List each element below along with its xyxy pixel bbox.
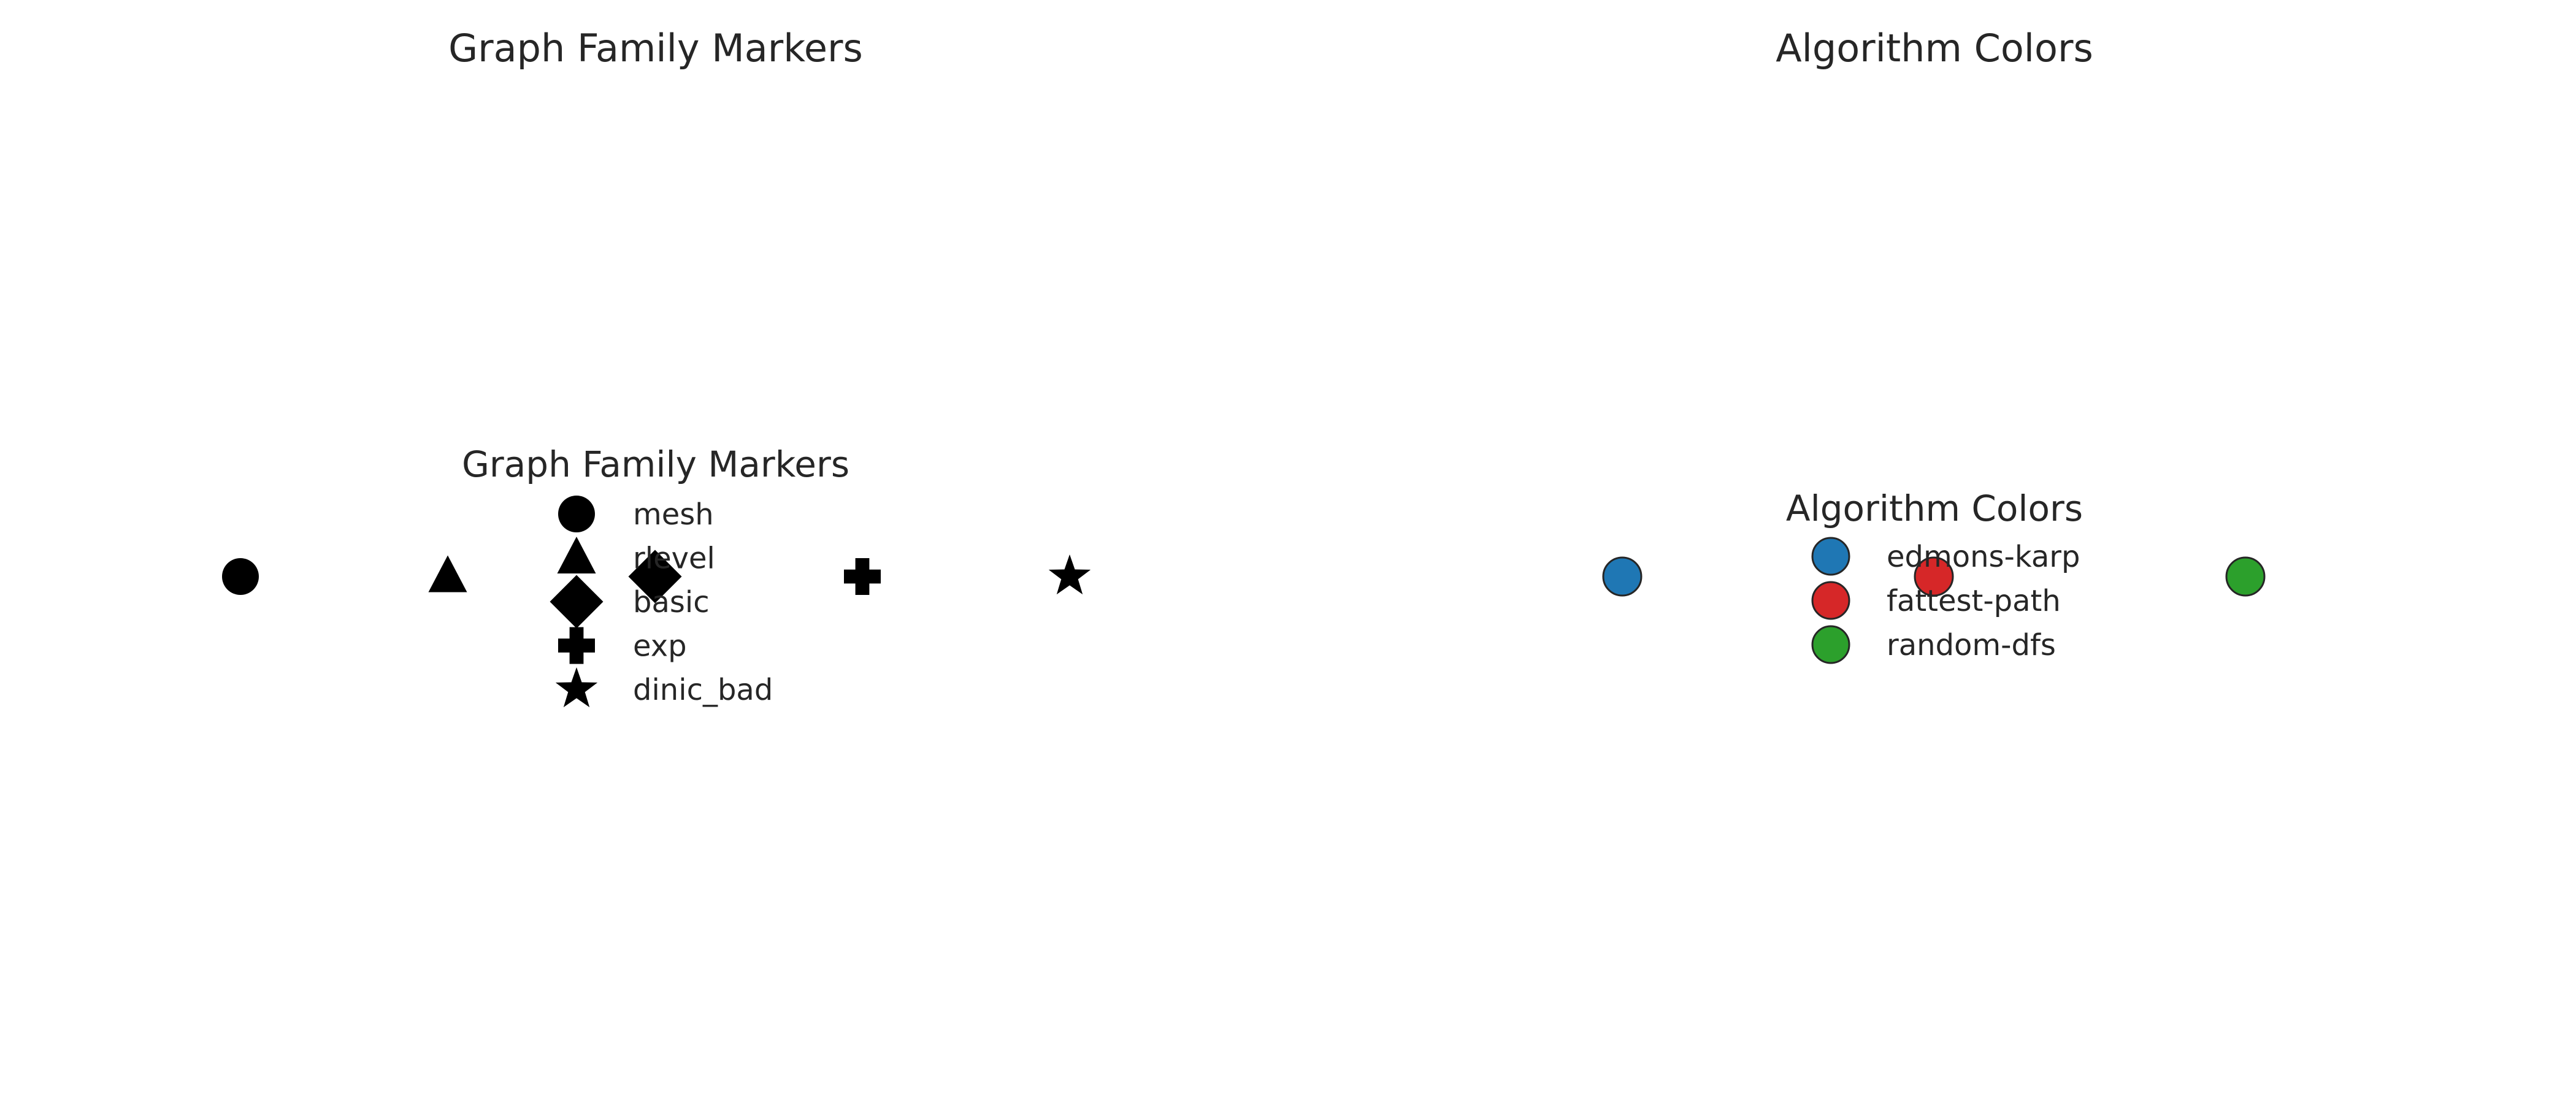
data-point-star-marker bbox=[1048, 554, 1091, 595]
legend-title-graph-family: Graph Family Markers bbox=[462, 443, 849, 485]
legend-triangle-icon bbox=[557, 537, 596, 573]
data-point-circle-marker bbox=[1914, 556, 1954, 597]
legend-label: rlevel bbox=[633, 542, 715, 576]
data-point-triangle-marker bbox=[428, 555, 467, 592]
legend-plus-icon bbox=[558, 627, 595, 664]
legend-entry: edmons-karp bbox=[1811, 537, 2080, 576]
legend-label: mesh bbox=[633, 497, 714, 532]
graph-family-markers-panel: Graph Family Markers Graph Family Marker… bbox=[222, 26, 1091, 708]
legend-entry: fattest-path bbox=[1811, 581, 2061, 620]
legend-algorithm-colors: Algorithm Colors edmons-karp fattest-path… bbox=[1786, 488, 2083, 664]
algorithm-colors-panel: Algorithm Colors Algorithm Colors edmons… bbox=[1602, 26, 2266, 664]
legend-circle-icon bbox=[1811, 581, 1850, 620]
legend-circle-icon bbox=[558, 496, 595, 532]
legend-circle-icon bbox=[1811, 537, 1850, 576]
legend-items-algorithm-colors: edmons-karp fattest-path random-dfs bbox=[1811, 537, 2080, 664]
legend-label: fattest-path bbox=[1887, 584, 2061, 618]
legend-entry: dinic_bad bbox=[555, 667, 773, 708]
legend-entry: random-dfs bbox=[1811, 625, 2056, 664]
legend-entry: exp bbox=[558, 627, 687, 664]
data-point-circle-marker bbox=[2225, 556, 2266, 597]
legend-label: basic bbox=[633, 585, 710, 619]
legend-label: edmons-karp bbox=[1887, 540, 2080, 574]
legend-entry: basic bbox=[550, 575, 710, 629]
legend-diamond-icon bbox=[550, 575, 604, 629]
legend-label: random-dfs bbox=[1887, 628, 2056, 662]
legend-circle-icon bbox=[1811, 625, 1850, 664]
legend-graph-family: Graph Family Markers mesh rlevel basic exp d… bbox=[462, 443, 849, 708]
data-point-circle-marker bbox=[1602, 556, 1643, 597]
legend-entry: rlevel bbox=[557, 537, 715, 576]
legend-entry: mesh bbox=[558, 496, 714, 532]
data-point-diamond-marker bbox=[628, 550, 682, 604]
plot-area-graph-family bbox=[222, 550, 1091, 604]
data-point-plus-marker bbox=[844, 558, 881, 595]
panel-title-graph-family-markers: Graph Family Markers bbox=[448, 26, 863, 71]
legend-label: exp bbox=[633, 629, 687, 664]
panel-title-algorithm-colors: Algorithm Colors bbox=[1776, 26, 2093, 71]
data-point-circle-marker bbox=[222, 558, 259, 595]
legend-star-icon bbox=[555, 667, 598, 708]
legend-label: dinic_bad bbox=[633, 673, 773, 707]
plot-area-algorithm-colors bbox=[1602, 556, 2266, 597]
legend-items-graph-family: mesh rlevel basic exp dinic_bad bbox=[550, 496, 773, 708]
legend-title-algorithm-colors: Algorithm Colors bbox=[1786, 488, 2083, 529]
